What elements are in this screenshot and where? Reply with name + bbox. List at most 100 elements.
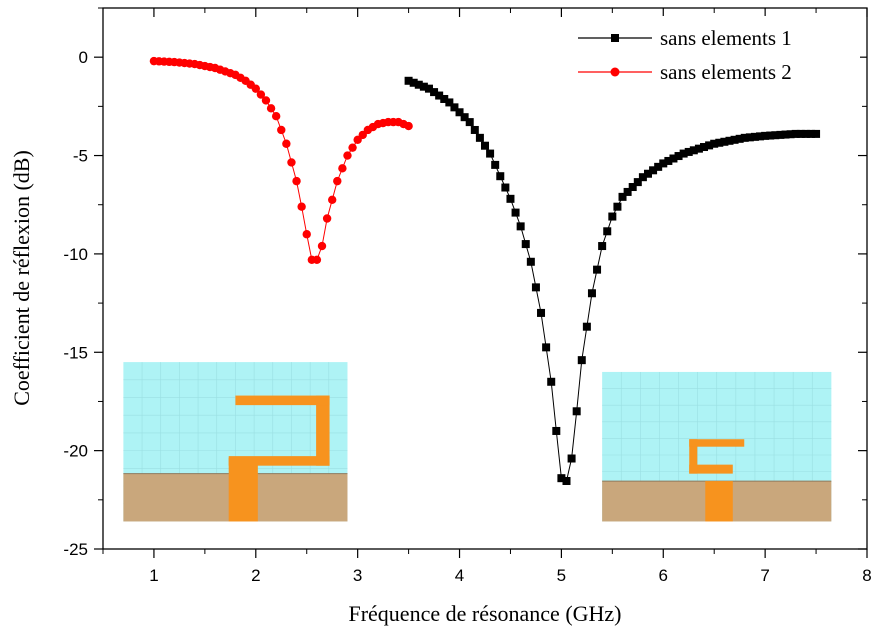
data-point bbox=[618, 192, 627, 201]
data-point bbox=[445, 98, 454, 107]
data-point bbox=[582, 322, 591, 331]
data-point bbox=[481, 141, 489, 150]
data-point bbox=[781, 130, 790, 139]
data-point bbox=[694, 144, 703, 153]
data-point bbox=[623, 187, 632, 196]
data-point bbox=[297, 202, 306, 211]
data-point bbox=[552, 426, 561, 435]
data-point bbox=[577, 356, 586, 365]
radiating-strip bbox=[689, 439, 745, 447]
data-point bbox=[475, 133, 484, 142]
data-point bbox=[791, 129, 800, 138]
series-line bbox=[153, 60, 409, 261]
data-point bbox=[435, 91, 444, 100]
legend-box bbox=[570, 16, 860, 92]
data-point bbox=[440, 94, 449, 103]
data-point bbox=[542, 343, 551, 352]
data-point bbox=[786, 130, 795, 139]
x-tick-label: 5 bbox=[557, 566, 566, 585]
data-point bbox=[486, 149, 495, 158]
data-point bbox=[409, 78, 418, 87]
data-point bbox=[430, 88, 439, 97]
data-point bbox=[679, 149, 688, 158]
antenna-inset-right bbox=[602, 371, 832, 522]
data-point bbox=[292, 176, 301, 186]
series-1 bbox=[404, 76, 821, 485]
y-tick-label: -10 bbox=[63, 245, 88, 264]
data-point bbox=[526, 257, 535, 266]
data-point bbox=[537, 308, 546, 317]
radiating-strip bbox=[228, 456, 330, 466]
radiating-strip bbox=[316, 395, 330, 466]
data-point bbox=[506, 194, 515, 203]
data-point bbox=[404, 76, 413, 85]
data-point bbox=[496, 172, 505, 181]
data-point bbox=[261, 96, 271, 105]
data-point bbox=[404, 121, 413, 131]
data-point bbox=[587, 289, 596, 298]
plot-frame bbox=[102, 7, 868, 550]
data-point bbox=[491, 160, 500, 169]
data-point bbox=[455, 108, 464, 117]
legend-items: sans elements 1 sans elements 2 bbox=[578, 26, 792, 84]
legend: sans elements 1 sans elements 2 bbox=[570, 16, 860, 92]
data-point bbox=[705, 141, 714, 150]
y-tick-label: -25 bbox=[63, 540, 88, 559]
legend-marker bbox=[610, 67, 620, 77]
data-point bbox=[720, 137, 729, 146]
data-point bbox=[608, 212, 617, 221]
x-tick-label: 7 bbox=[760, 566, 769, 585]
data-point bbox=[277, 125, 286, 135]
data-point bbox=[460, 113, 469, 122]
data-point bbox=[287, 158, 296, 167]
data-point bbox=[643, 169, 652, 178]
data-point bbox=[750, 132, 759, 141]
x-axis: 1 2 3 4 5 6 7 8 bbox=[102, 8, 872, 585]
data-point bbox=[674, 152, 683, 161]
antenna-inset-left bbox=[123, 362, 348, 522]
data-point bbox=[766, 131, 775, 140]
data-point bbox=[598, 242, 607, 251]
data-point bbox=[256, 90, 266, 99]
data-point bbox=[547, 377, 556, 386]
data-point bbox=[343, 151, 352, 160]
data-point bbox=[501, 183, 510, 192]
data-point bbox=[796, 129, 805, 138]
data-point bbox=[801, 129, 810, 138]
plot-area bbox=[149, 56, 821, 485]
data-point bbox=[735, 134, 744, 143]
data-point bbox=[664, 156, 673, 165]
data-point bbox=[348, 143, 357, 152]
data-point bbox=[700, 143, 709, 152]
x-tick-label: 3 bbox=[353, 566, 362, 585]
data-point bbox=[776, 130, 785, 139]
data-point bbox=[710, 139, 719, 148]
data-point bbox=[266, 104, 276, 113]
feed-line bbox=[705, 481, 733, 522]
y-axis-title: Coefficient de réflexion (dB) bbox=[9, 150, 34, 406]
data-point bbox=[419, 82, 428, 91]
series-layer bbox=[149, 56, 821, 485]
feed-line bbox=[228, 457, 258, 522]
data-point bbox=[771, 131, 780, 140]
data-point bbox=[603, 227, 612, 236]
data-point bbox=[689, 146, 698, 155]
data-point bbox=[740, 133, 749, 142]
data-point bbox=[424, 84, 433, 93]
legend-marker bbox=[611, 34, 619, 42]
y-tick-label: -5 bbox=[73, 147, 88, 166]
data-point bbox=[806, 129, 815, 138]
data-point bbox=[654, 162, 663, 171]
data-point bbox=[312, 255, 322, 265]
data-point bbox=[613, 202, 622, 211]
x-tick-label: 4 bbox=[455, 566, 464, 585]
data-point bbox=[593, 265, 602, 274]
data-point bbox=[531, 283, 540, 292]
data-point bbox=[684, 147, 693, 156]
data-point bbox=[414, 80, 423, 89]
data-point bbox=[271, 112, 281, 121]
data-point bbox=[562, 476, 571, 485]
data-point bbox=[333, 176, 342, 186]
data-point bbox=[572, 407, 581, 416]
